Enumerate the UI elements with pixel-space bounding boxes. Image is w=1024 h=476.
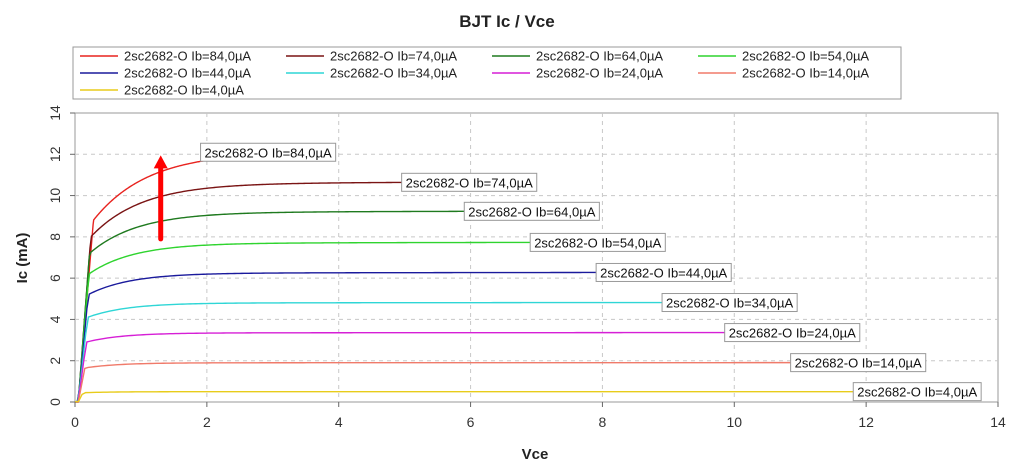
y-tick-label: 8 [47,233,63,241]
series-end-label: 2sc2682-O Ib=34,0µA [661,293,798,313]
legend-label: 2sc2682-O Ib=34,0µA [330,66,457,81]
legend-item: 2sc2682-O Ib=14,0µA [698,66,869,81]
series-end-label: 2sc2682-O Ib=74,0µA [401,172,538,192]
y-tick-label: 4 [47,315,63,323]
legend-item: 2sc2682-O Ib=24,0µA [492,66,663,81]
series-end-label-box [401,172,538,192]
arrow-head [153,155,168,169]
chart-title: BJT Ic / Vce [459,12,554,31]
series-end-label-text: 2sc2682-O Ib=64,0µA [468,204,595,219]
y-tick-label: 10 [47,188,63,204]
x-tick-label: 4 [335,414,343,430]
y-tick-label: 12 [47,146,63,162]
legend-item: 2sc2682-O Ib=84,0µA [80,49,251,64]
x-tick-label: 6 [467,414,475,430]
series-end-label-box [790,353,927,373]
series-end-label-text: 2sc2682-O Ib=4,0µA [857,385,977,400]
series-end-label: 2sc2682-O Ib=54,0µA [529,232,666,252]
legend-label: 2sc2682-O Ib=64,0µA [536,49,663,64]
series-line [75,181,405,403]
series-line [74,390,857,403]
series-end-label: 2sc2682-O Ib=84,0µA [200,142,337,162]
legend-label: 2sc2682-O Ib=54,0µA [742,49,869,64]
series-end-label-box [852,382,982,402]
y-axis-ticks: 0 2 4 6 8 10 12 14 [47,105,75,406]
x-tick-label: 14 [990,414,1006,430]
series-end-label: 2sc2682-O Ib=24,0µA [724,323,861,343]
series-end-label-box [529,232,666,252]
series-end-label-box [463,201,600,221]
series-end-label: 2sc2682-O Ib=64,0µA [463,201,600,221]
series-end-label-box [724,323,861,343]
series-end-label-text: 2sc2682-O Ib=54,0µA [534,235,661,250]
plot-area: 2sc2682-O Ib=84,0µA 2sc2682-O Ib=74,0µA 2s… [74,112,999,403]
y-tick-label: 0 [47,398,63,406]
series-end-label-box [595,262,732,282]
y-tick-label: 14 [47,105,63,121]
series-end-label-text: 2sc2682-O Ib=44,0µA [600,265,727,280]
legend-item: 2sc2682-O Ib=54,0µA [698,49,869,64]
series-line [75,361,794,403]
series-end-label-text: 2sc2682-O Ib=34,0µA [666,296,793,311]
legend-label: 2sc2682-O Ib=14,0µA [742,66,869,81]
legend-item: 2sc2682-O Ib=4,0µA [80,83,244,98]
x-tick-label: 8 [599,414,607,430]
y-tick-label: 6 [47,274,63,282]
legend-label: 2sc2682-O Ib=84,0µA [124,49,251,64]
legend-item: 2sc2682-O Ib=64,0µA [492,49,663,64]
legend-item: 2sc2682-O Ib=44,0µA [80,66,251,81]
legend-label: 2sc2682-O Ib=4,0µA [124,83,244,98]
legend-item: 2sc2682-O Ib=74,0µA [286,49,457,64]
x-tick-label: 2 [203,414,211,430]
series-end-label-text: 2sc2682-O Ib=24,0µA [729,326,856,341]
annotation [153,155,168,242]
y-axis-title: Ic (mA) [14,233,31,284]
series-line [75,160,204,403]
x-axis-ticks: 0 2 4 6 8 10 12 14 [71,402,1006,430]
legend-label: 2sc2682-O Ib=44,0µA [124,66,251,81]
series-end-label-box [661,293,798,313]
series-line [75,241,534,403]
x-axis-title: Vce [522,446,549,463]
series-end-label-text: 2sc2682-O Ib=84,0µA [205,145,332,160]
legend-box [72,46,902,100]
x-tick-label: 0 [71,414,79,430]
series-end-label-box [200,142,337,162]
end-labels: 2sc2682-O Ib=84,0µA 2sc2682-O Ib=74,0µA 2s… [200,142,982,402]
series-line [75,210,468,403]
series-end-label: 2sc2682-O Ib=14,0µA [790,353,927,373]
legend-label: 2sc2682-O Ib=24,0µA [536,66,663,81]
series-line [75,331,728,403]
series-end-label-text: 2sc2682-O Ib=74,0µA [406,175,533,190]
legend-label: 2sc2682-O Ib=74,0µA [330,49,457,64]
series-line [75,301,666,403]
series-lines [74,160,857,403]
series-end-label-text: 2sc2682-O Ib=14,0µA [795,356,922,371]
legend: 2sc2682-O Ib=84,0µA 2sc2682-O Ib=74,0µA 2s… [72,46,902,100]
series-end-label: 2sc2682-O Ib=44,0µA [595,262,732,282]
legend-item: 2sc2682-O Ib=34,0µA [286,66,457,81]
x-tick-label: 12 [858,414,874,430]
y-tick-label: 2 [47,357,63,365]
series-end-label: 2sc2682-O Ib=4,0µA [852,382,982,402]
series-line [75,271,600,403]
x-tick-label: 10 [726,414,742,430]
